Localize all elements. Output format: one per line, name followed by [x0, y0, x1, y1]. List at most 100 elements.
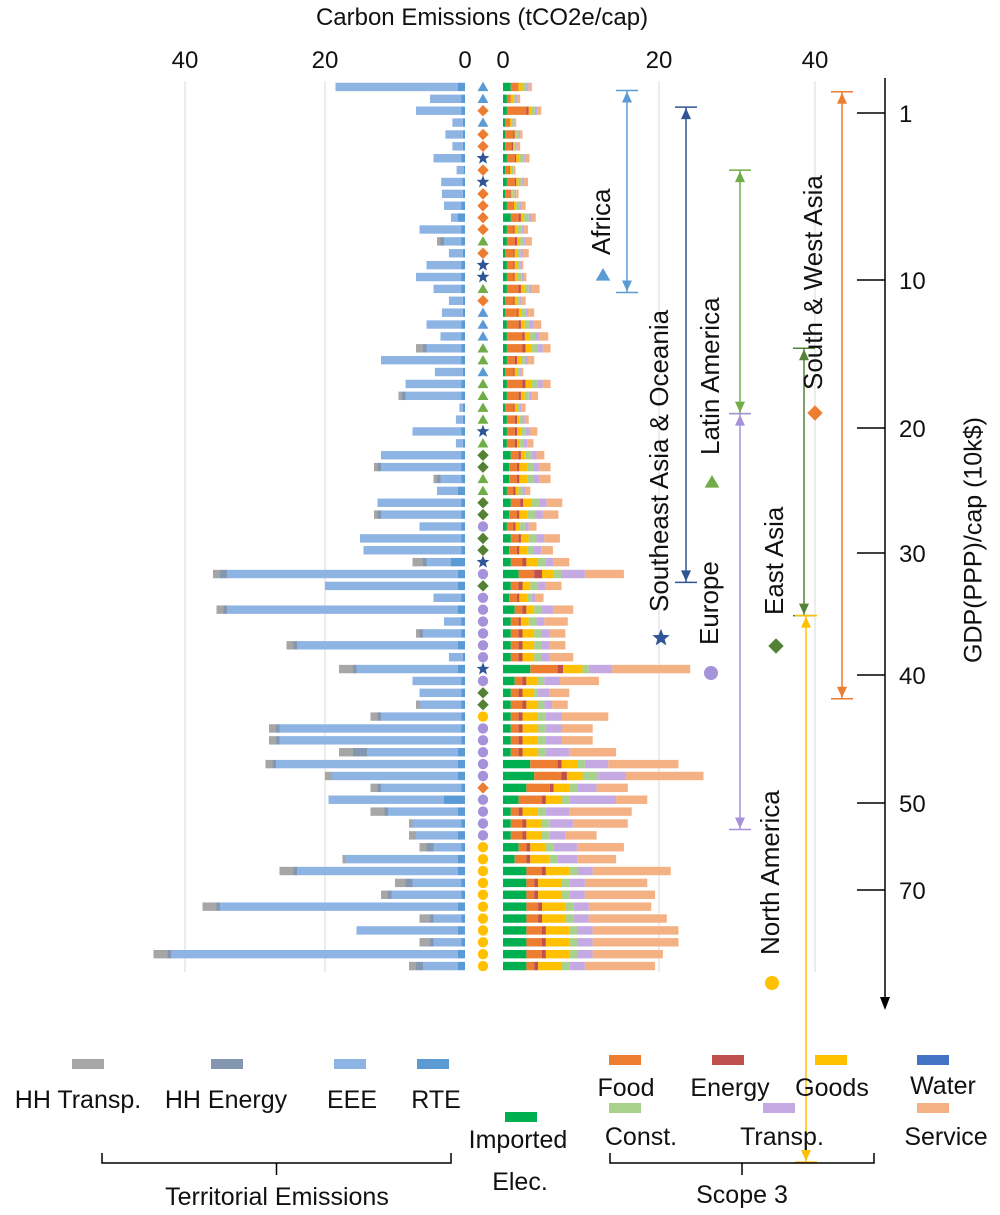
scope3-bar-energy	[522, 605, 527, 614]
legend-label-transp-: Transp.	[740, 1123, 824, 1151]
territorial-bar-rte	[461, 522, 465, 531]
scope3-bar-service	[517, 142, 521, 151]
scope3-bar-imported-elec-	[503, 926, 527, 935]
row-marker-circle	[477, 521, 489, 532]
row-marker-circle	[477, 806, 489, 817]
territorial-bar-eee	[377, 498, 462, 507]
territorial-bar-rte	[461, 617, 465, 626]
scope3-bar-const-	[538, 736, 546, 745]
scope3-bar-energy	[518, 213, 521, 222]
scope3-bar-transp-	[528, 284, 532, 294]
region-label-north-america: North America	[755, 790, 785, 955]
scope3-bar-imported-elec-	[503, 130, 506, 139]
scope3-bar-const-	[561, 961, 570, 971]
scope3-bar-imported-elec-	[503, 213, 511, 222]
scope3-bar-goods	[514, 225, 518, 234]
range-arrow-bottom-southeast-asia-oceania	[681, 570, 691, 582]
territorial-bar-rte	[462, 403, 465, 412]
territorial-bar-eee	[433, 154, 462, 163]
scope3-bar-transp-	[516, 142, 518, 151]
gdp-tick-label: 10	[899, 268, 926, 295]
scope3-bar-service	[538, 474, 551, 484]
scope3-bar-goods	[522, 712, 539, 721]
row-marker-diamond	[477, 461, 489, 473]
scope3-bar-goods	[517, 355, 521, 365]
row-marker-triangle	[477, 366, 489, 377]
scope3-bar-transp-	[577, 938, 593, 947]
row-marker-diamond	[477, 580, 489, 592]
territorial-bar-rte	[461, 225, 465, 234]
scope3-bar-goods	[520, 617, 529, 626]
territorial-bar-eee	[451, 213, 458, 222]
scope3-bar-imported-elec-	[503, 296, 506, 305]
row-marker-star	[476, 555, 490, 568]
scope3-bar-food	[506, 379, 523, 389]
scope3-bar-transp-	[513, 165, 514, 175]
territorial-bar-hh-energy	[426, 843, 434, 852]
scope3-bar-imported-elec-	[503, 866, 527, 876]
territorial-bar-hh-energy	[423, 344, 427, 353]
territorial-bar-hh-energy	[419, 629, 423, 638]
territorial-bar-eee	[448, 296, 463, 305]
territorial-bar-hh-transp-	[374, 462, 378, 472]
scope3-bar-const-	[565, 902, 574, 911]
scope3-bar-food	[510, 451, 519, 460]
territorial-bar-hh-energy	[353, 664, 357, 674]
row-marker-triangle	[477, 331, 489, 341]
scope3-bar-transp-	[524, 439, 528, 448]
row-marker-circle	[477, 865, 489, 877]
scope3-bar-const-	[531, 379, 539, 389]
territorial-bar-rte	[462, 118, 465, 127]
row-marker-diamond	[477, 104, 489, 117]
scope3-bar-imported-elec-	[503, 498, 511, 507]
territorial-bar-rte	[461, 320, 465, 329]
scope3-bar-const-	[569, 926, 578, 935]
scope3-bar-food	[506, 344, 523, 353]
scope3-bar-transp-	[588, 664, 613, 674]
scope3-bar-imported-elec-	[503, 676, 515, 686]
territorial-bar-rte	[461, 890, 465, 899]
scope3-bar-service	[528, 522, 537, 531]
scope3-bar-energy	[542, 949, 546, 959]
scope3-bar-transp-	[519, 296, 522, 305]
scope3-bar-transp-	[519, 260, 521, 270]
territorial-bar-rte	[458, 486, 465, 496]
row-marker-circle	[477, 711, 489, 722]
scope3-bar-goods	[514, 296, 518, 305]
territorial-bar-eee	[423, 961, 458, 971]
scope3-bar-energy	[522, 819, 527, 828]
territorial-bar-eee	[437, 486, 458, 496]
scope3-bar-service	[527, 308, 535, 317]
scope3-bar-const-	[545, 843, 554, 852]
territorial-bar-rte	[458, 926, 465, 935]
scope3-bar-goods	[516, 154, 520, 163]
scope3-bar-goods	[522, 641, 535, 650]
scope3-bar-energy	[513, 130, 515, 139]
scope3-bar-food	[509, 474, 518, 484]
territorial-bar-hh-energy	[167, 949, 171, 959]
scope3-bar-imported-elec-	[503, 783, 527, 793]
scope3-bar-transp-	[538, 498, 547, 507]
territorial-bar-eee	[433, 843, 462, 852]
territorial-bar-eee	[332, 771, 458, 781]
territorial-bar-rte	[458, 771, 465, 781]
territorial-bar-hh-transp-	[153, 949, 168, 959]
scope3-bar-service	[596, 783, 628, 793]
territorial-bar-eee	[381, 355, 462, 365]
scope3-bar-const-	[527, 462, 534, 472]
scope3-bar-service	[531, 284, 540, 294]
territorial-bar-eee	[381, 462, 462, 472]
scope3-bar-food	[534, 771, 562, 781]
row-marker-triangle	[477, 236, 489, 246]
scope3-bar-goods	[545, 926, 570, 935]
row-marker-star	[476, 270, 490, 283]
scope3-bar-food	[526, 949, 542, 959]
legend-swatch-const-	[609, 1103, 641, 1113]
scope3-bar-energy	[561, 771, 567, 781]
row-marker-star	[476, 662, 490, 675]
territorial-bar-rte	[458, 949, 465, 959]
territorial-bar-hh-energy	[416, 961, 423, 971]
scope3-bar-service	[545, 581, 562, 591]
x-tick-label-right: 20	[646, 47, 673, 74]
scope3-bar-food	[506, 415, 515, 424]
